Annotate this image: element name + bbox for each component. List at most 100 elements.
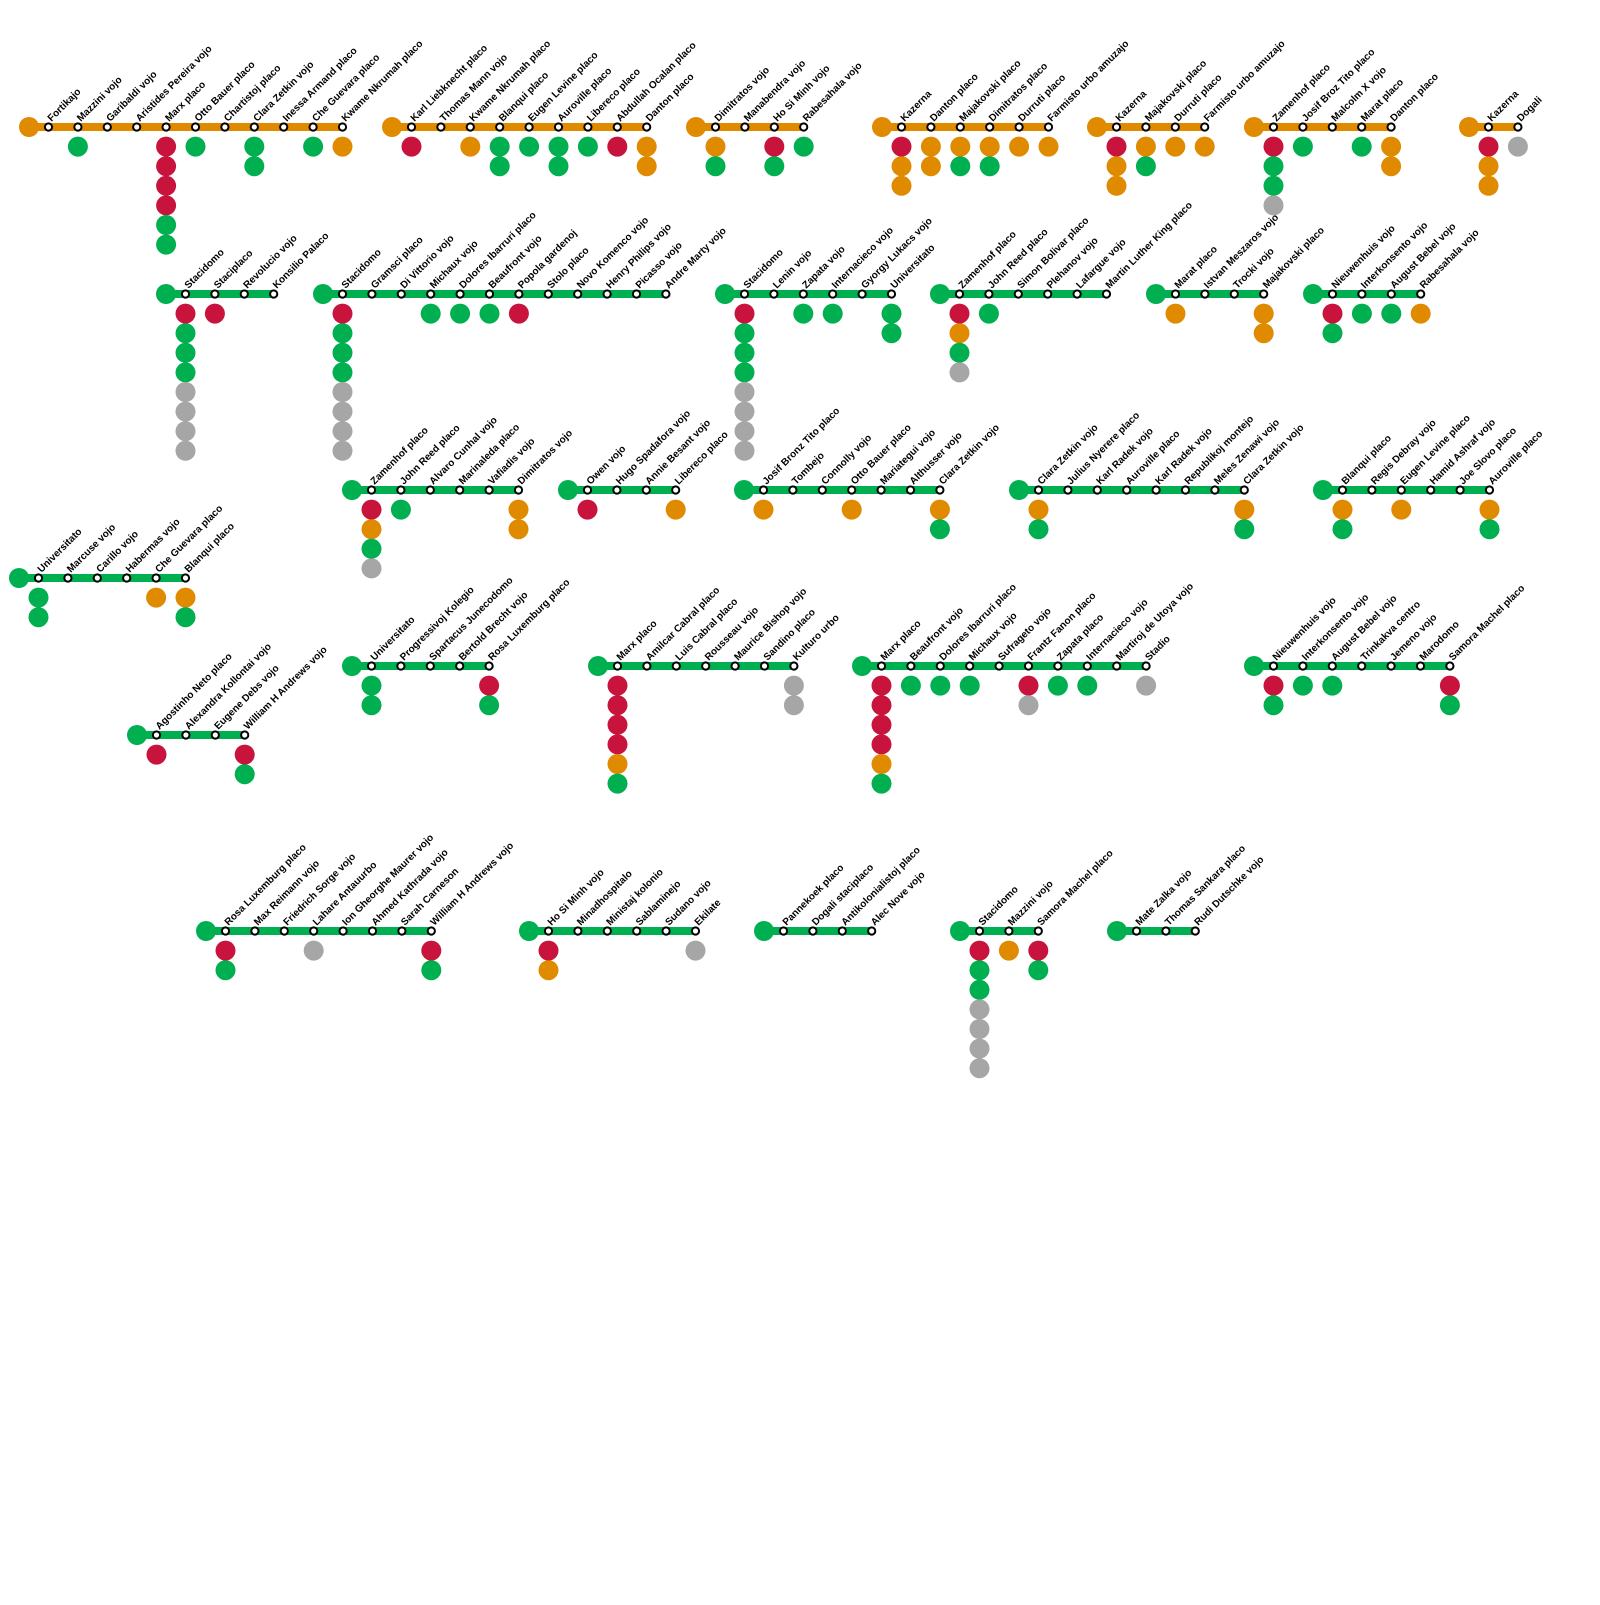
service-dot — [1106, 136, 1127, 157]
service-dot — [969, 999, 990, 1020]
line-marker — [950, 921, 970, 941]
station — [1111, 122, 1122, 132]
station-label: Dogali — [1515, 95, 1545, 125]
station — [309, 926, 319, 936]
station — [798, 289, 808, 299]
line-marker — [1303, 284, 1323, 304]
service-dot — [949, 323, 970, 344]
station — [92, 573, 102, 583]
service-dot — [538, 940, 559, 961]
station — [181, 730, 191, 740]
station — [279, 926, 289, 936]
service-dot — [1391, 499, 1412, 520]
station-label: Samora Machel placo — [1447, 583, 1527, 663]
service-dot — [479, 675, 500, 696]
station-label: Plehanov vojo — [1045, 235, 1101, 291]
line-marker — [852, 656, 872, 676]
station — [1513, 122, 1523, 132]
station — [612, 122, 622, 132]
station — [778, 926, 789, 936]
service-dot — [508, 303, 529, 324]
station — [710, 122, 721, 132]
service-dot — [175, 362, 196, 383]
line-marker — [1244, 117, 1264, 137]
station — [1043, 122, 1054, 132]
service-dot — [949, 342, 970, 363]
line-marker — [1107, 921, 1127, 941]
station — [1426, 485, 1436, 495]
service-dot — [361, 519, 382, 540]
service-dot — [959, 675, 980, 696]
service-dot — [548, 136, 569, 157]
station — [602, 289, 612, 299]
service-dot — [871, 754, 892, 774]
station — [740, 122, 750, 132]
station — [1063, 485, 1073, 495]
service-dot — [489, 156, 510, 177]
station — [308, 122, 318, 132]
service-dot — [900, 675, 921, 696]
service-dot — [28, 587, 49, 608]
station-label: Libereco placo — [673, 429, 731, 487]
station — [543, 289, 553, 299]
service-dot — [1292, 136, 1313, 157]
service-dot — [1381, 303, 1402, 324]
station — [543, 926, 554, 936]
service-dot — [871, 773, 892, 794]
service-dot — [479, 695, 500, 716]
service-dot — [783, 695, 804, 716]
station — [758, 485, 769, 495]
station — [817, 485, 827, 495]
service-dot — [1234, 519, 1255, 540]
service-dot — [244, 136, 265, 157]
station — [641, 485, 651, 495]
service-dot — [175, 303, 196, 324]
service-dot — [175, 421, 196, 442]
station — [789, 661, 799, 671]
station — [1131, 926, 1142, 936]
service-dot — [1263, 175, 1284, 196]
service-dot — [332, 136, 353, 157]
service-dot — [479, 303, 500, 324]
station — [1180, 485, 1191, 495]
station — [1200, 122, 1210, 132]
service-dot — [930, 675, 951, 696]
service-dot — [1479, 499, 1500, 520]
service-dot — [489, 136, 510, 157]
station — [632, 926, 642, 936]
line-marker — [9, 568, 29, 588]
service-dot — [969, 940, 990, 961]
service-dot — [685, 940, 706, 961]
station — [406, 122, 417, 132]
service-dot — [303, 940, 324, 961]
station — [1082, 661, 1092, 671]
station — [1415, 661, 1426, 671]
service-dot — [1253, 303, 1274, 324]
service-dot — [361, 558, 382, 579]
service-dot — [734, 382, 755, 402]
station — [122, 573, 132, 583]
line-marker — [313, 284, 333, 304]
service-dot — [1439, 675, 1460, 696]
service-dot — [607, 734, 628, 755]
service-dot — [421, 960, 442, 981]
station — [1327, 122, 1337, 132]
station — [876, 485, 886, 495]
station — [1170, 122, 1180, 132]
service-dot — [508, 499, 529, 520]
station — [935, 661, 945, 671]
station — [730, 661, 740, 671]
service-dot — [146, 587, 167, 608]
service-dot — [1332, 519, 1353, 540]
service-dot — [891, 136, 912, 157]
service-dot — [841, 499, 862, 520]
station — [612, 661, 623, 671]
station — [905, 485, 916, 495]
station — [661, 926, 671, 936]
service-dot — [1351, 136, 1372, 157]
service-dot — [175, 587, 196, 608]
station — [1337, 485, 1348, 495]
station — [769, 122, 779, 132]
service-dot — [1194, 136, 1215, 157]
station — [1053, 661, 1063, 671]
